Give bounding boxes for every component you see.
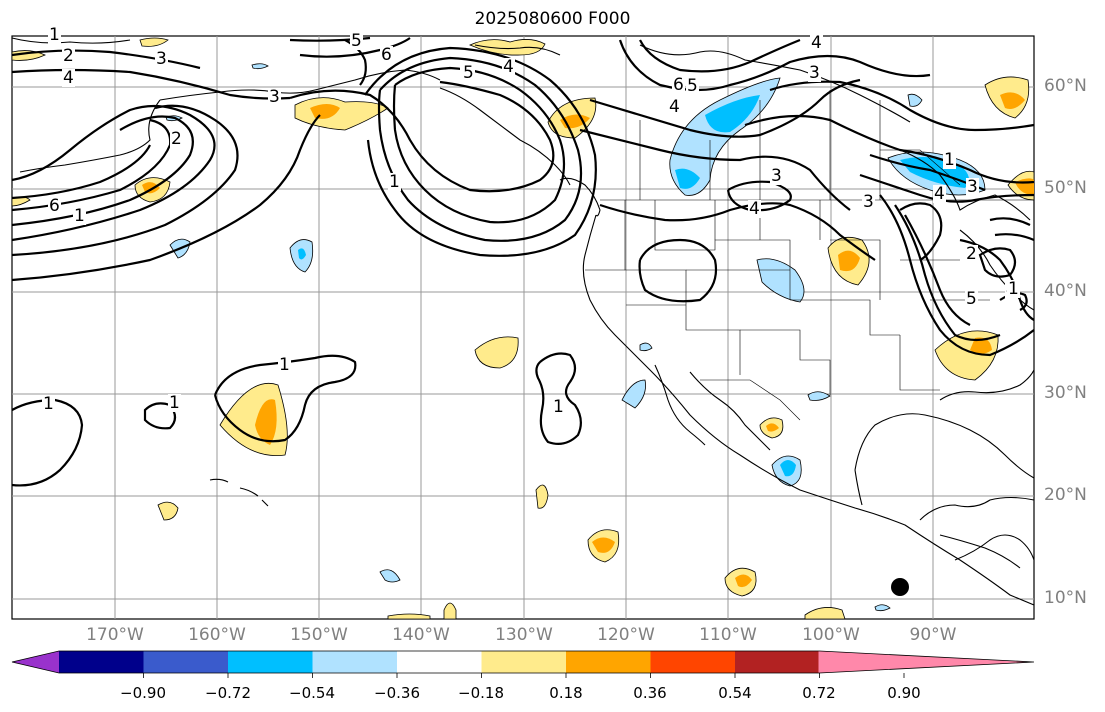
lon-label: 130°W: [495, 625, 553, 645]
contour-label: 1: [388, 172, 401, 192]
lon-label: 140°W: [392, 625, 450, 645]
colorbar-segment: [735, 651, 821, 673]
colorbar-tick-label: −0.54: [289, 684, 335, 702]
contour-label: 4: [502, 57, 515, 77]
contour-label: 1: [1007, 279, 1020, 299]
colorbar-segment: [312, 651, 398, 673]
lat-label: 60°N: [1044, 76, 1087, 96]
lat-label: 20°N: [1044, 485, 1087, 505]
contour-label: 5: [686, 76, 699, 96]
colorbar-segment: [566, 651, 652, 673]
lat-label: 50°N: [1044, 178, 1087, 198]
colorbar-segment: [59, 651, 145, 673]
colorbar-extend-high: [818, 651, 1034, 673]
lat-label: 40°N: [1044, 281, 1087, 301]
contour-label: 1: [48, 25, 61, 45]
contour-label: 4: [748, 199, 761, 219]
contour-label: 4: [668, 97, 681, 117]
contour-label: 5: [350, 31, 363, 51]
colorbar-tick-label: −0.90: [120, 684, 166, 702]
map-title: 2025080600 F000: [474, 9, 631, 29]
contour-label: 1: [943, 150, 956, 170]
lat-label: 30°N: [1044, 383, 1087, 403]
colorbar-outline: [11, 650, 1035, 674]
contour-label: 3: [808, 63, 821, 83]
colorbar-tick-label: −0.18: [458, 684, 504, 702]
lon-label: 170°W: [86, 625, 144, 645]
lon-label: 90°W: [909, 625, 957, 645]
lon-label: 110°W: [699, 625, 757, 645]
lon-label: 150°W: [290, 625, 348, 645]
contour-label: 1: [42, 394, 55, 414]
contour-label: 1: [73, 206, 86, 226]
contour-label: 1: [168, 393, 181, 413]
contour-label: 1: [552, 397, 565, 417]
location-marker: [891, 578, 909, 596]
contour-label: 4: [933, 184, 946, 204]
contour-label: 6: [48, 196, 61, 216]
colorbar-tick-label: 0.90: [887, 684, 921, 702]
contour-label: 6: [380, 45, 393, 65]
colorbar-extend-low: [12, 651, 61, 673]
colorbar: [11, 650, 1035, 678]
colorbar-tick-label: −0.36: [374, 684, 420, 702]
contour-label: 5: [965, 289, 978, 309]
colorbar-segment: [650, 651, 736, 673]
colorbar-segment: [481, 651, 567, 673]
colorbar-tick-label: 0.54: [718, 684, 752, 702]
contour-label: 1: [278, 355, 291, 375]
lon-label: 160°W: [188, 625, 246, 645]
colorbar-segment: [143, 651, 229, 673]
contour-label: 3: [268, 87, 281, 107]
lon-label: 100°W: [802, 625, 860, 645]
colorbar-segment: [228, 651, 314, 673]
contour-label: 5: [462, 63, 475, 83]
contour-label: 6: [672, 75, 685, 95]
contour-label: 3: [155, 49, 168, 69]
contour-label: 2: [170, 129, 183, 149]
contour-label: 2: [62, 46, 75, 66]
colorbar-tick-label: 0.72: [802, 684, 836, 702]
positive-anomaly-fills: [11, 37, 1035, 620]
contour-label: 3: [966, 177, 979, 197]
colorbar-segment: [397, 651, 483, 673]
colorbar-tick-label: 0.18: [549, 684, 583, 702]
colorbar-tick-label: 0.36: [633, 684, 667, 702]
lat-label: 10°N: [1044, 588, 1087, 608]
contour-label: 4: [62, 68, 75, 88]
contour-label: 4: [810, 33, 823, 53]
contour-label: 2: [965, 244, 978, 264]
contour-label: 3: [862, 192, 875, 212]
state-borders: [585, 90, 1034, 421]
colorbar-tick-label: −0.72: [205, 684, 251, 702]
contour-label: 3: [770, 166, 783, 186]
lon-label: 120°W: [597, 625, 655, 645]
